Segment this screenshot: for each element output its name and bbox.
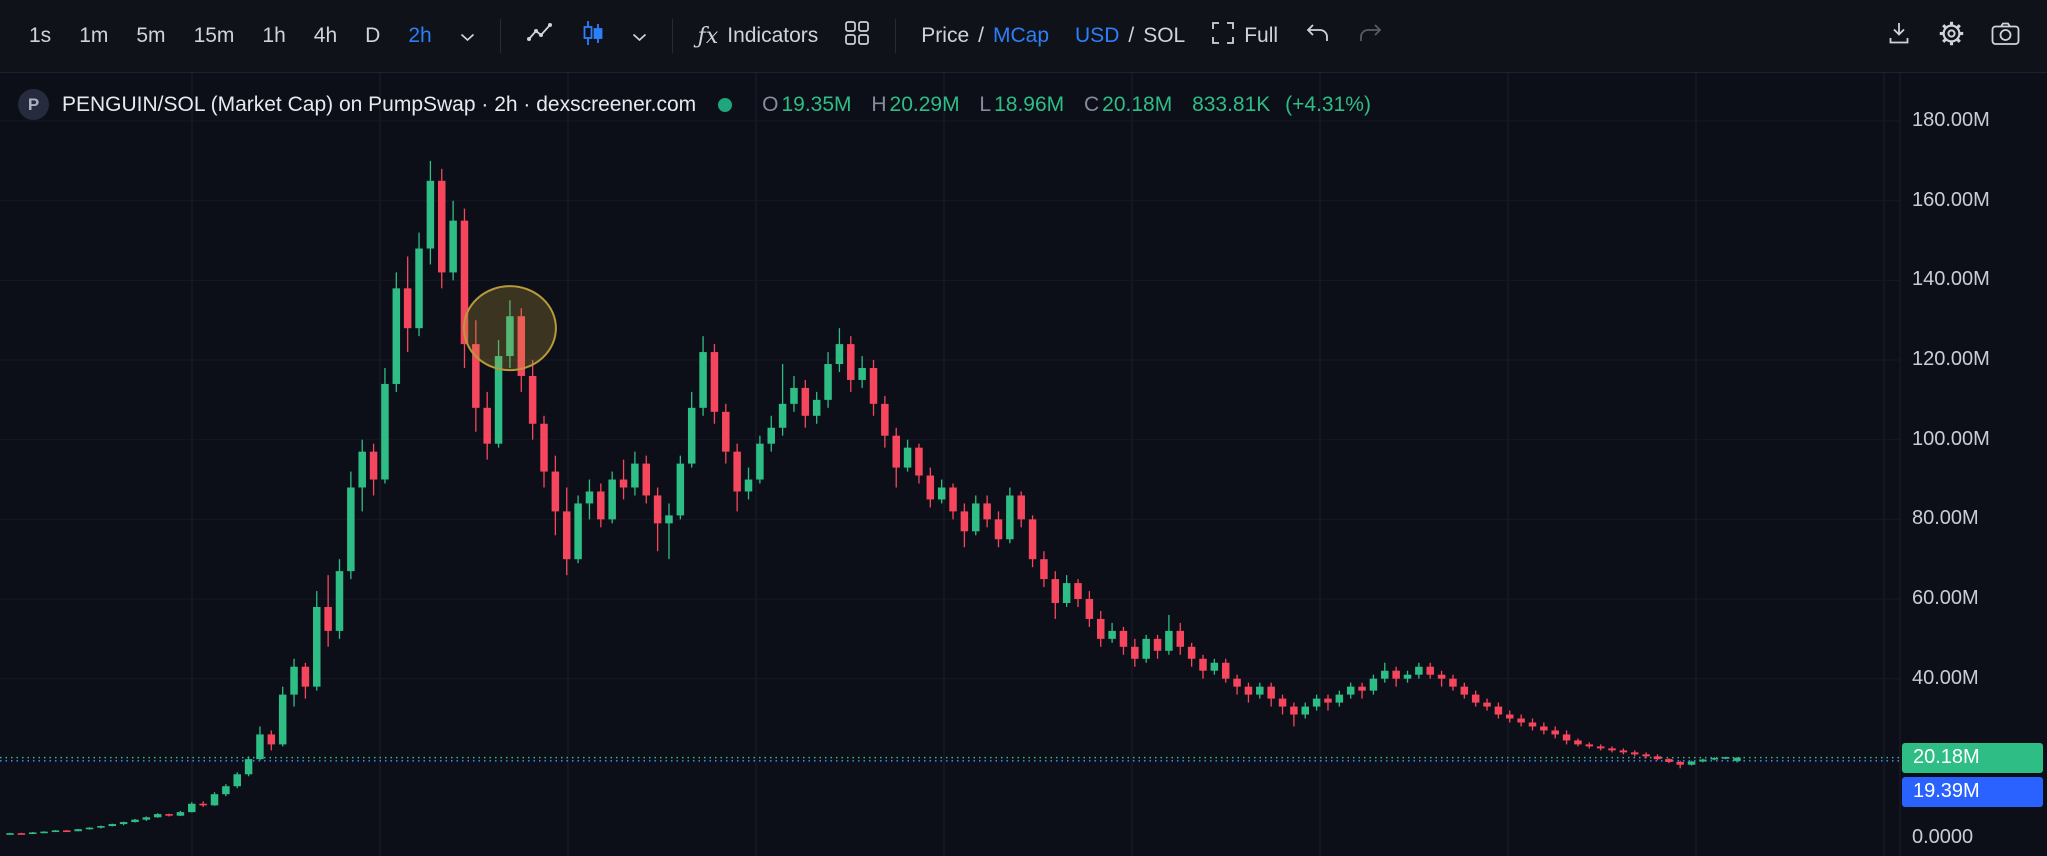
price-level-lines (0, 756, 1900, 762)
price-tick-label: 40.00M (1912, 666, 1979, 689)
highlight-circle-annotation (462, 285, 557, 372)
close-value: 20.18M (1102, 92, 1173, 116)
indicators-label: Indicators (727, 24, 819, 47)
screenshot-button[interactable] (1980, 13, 2031, 60)
chevron-down-icon (460, 24, 475, 48)
change-percent: (+4.31%) (1285, 92, 1371, 116)
chart-toolbar: 1s 1m 5m 15m 1h 4h D 2h (0, 0, 2047, 73)
chart-title: PENGUIN/SOL (Market Cap) on PumpSwap · 2… (62, 92, 697, 116)
low-value: 18.96M (994, 92, 1065, 116)
last-price-badge: 20.18M (1902, 742, 2043, 773)
fullscreen-button[interactable]: Full (1200, 13, 1289, 59)
line-chart-type-button[interactable] (515, 11, 565, 61)
price-mcap-toggle[interactable]: Price / MCap (910, 16, 1060, 56)
close-label: C (1084, 92, 1100, 116)
price-tick-label: 100.00M (1912, 427, 1990, 450)
sol-label: SOL (1143, 24, 1186, 47)
line-chart-icon (526, 19, 554, 53)
price-tick-label: 160.00M (1912, 188, 1990, 211)
timeframe-1s[interactable]: 1s (29, 24, 52, 47)
chart-type-dropdown-button[interactable] (621, 16, 658, 56)
redo-button[interactable] (1346, 14, 1395, 58)
price-tick-label: 0.0000 (1912, 826, 1974, 848)
timeframe-4h[interactable]: 4h (313, 24, 338, 47)
timeframe-5m[interactable]: 5m (136, 24, 166, 47)
undo-icon (1304, 22, 1331, 50)
timeframe-15m[interactable]: 15m (193, 24, 235, 47)
high-value: 20.29M (889, 92, 960, 116)
price-axis[interactable]: 20.18M 19.39M 180.00M 160.00M 140.00M 120.0… (1900, 73, 2047, 856)
toolbar-divider (671, 19, 673, 53)
high-label: H (871, 92, 887, 116)
timeframe-dropdown-button[interactable] (449, 16, 486, 56)
timeframe-D[interactable]: D (365, 24, 381, 47)
ohlc-readout: O 19.35M H 20.29M L 18.96M C 20.18M 833.81K … (748, 93, 1371, 117)
open-value: 19.35M (781, 92, 852, 116)
gear-icon (1938, 20, 1965, 53)
candle-chart-type-button[interactable] (569, 10, 617, 62)
chevron-down-icon (632, 24, 647, 48)
status-dot (718, 97, 733, 112)
candlestick-series (6, 160, 1741, 835)
settings-button[interactable] (1927, 12, 1976, 61)
fullscreen-label: Full (1244, 24, 1279, 47)
indicators-button[interactable]: ƒx Indicators (687, 16, 830, 57)
timeframe-group: 1s 1m 5m 15m 1h 4h D 2h (16, 16, 445, 56)
timeframe-1h[interactable]: 1h (262, 24, 286, 47)
redo-icon (1357, 22, 1384, 50)
price-tick-label: 120.00M (1912, 348, 1990, 371)
toolbar-divider (895, 19, 897, 53)
timeframe-2h[interactable]: 2h (408, 24, 432, 47)
price-tick-label: 140.00M (1912, 268, 1990, 291)
chart-header: P PENGUIN/SOL (Market Cap) on PumpSwap ·… (18, 89, 1371, 120)
low-label: L (979, 92, 992, 116)
price-label: Price (921, 24, 970, 47)
usd-label: USD (1075, 24, 1120, 47)
mcap-label: MCap (992, 24, 1050, 47)
usd-sol-toggle[interactable]: USD / SOL (1064, 16, 1196, 56)
fx-function-icon: ƒx (697, 23, 719, 49)
token-logo: P (18, 89, 49, 120)
fullscreen-icon (1211, 21, 1235, 51)
toolbar-divider (499, 19, 501, 53)
layout-grid-button[interactable] (833, 12, 881, 60)
undo-button[interactable] (1293, 14, 1342, 58)
timeframe-1m[interactable]: 1m (79, 24, 109, 47)
chart-canvas[interactable]: P PENGUIN/SOL (Market Cap) on PumpSwap ·… (0, 73, 2047, 856)
export-icon (1886, 20, 1912, 52)
slash-separator: / (978, 24, 984, 47)
volume-value: 833.81K (1192, 92, 1271, 116)
export-button[interactable] (1875, 12, 1923, 60)
open-label: O (762, 92, 779, 116)
camera-icon (1991, 21, 2020, 52)
grid-layout-icon (844, 20, 870, 52)
current-price-badge: 19.39M (1902, 776, 2043, 807)
price-tick-label: 80.00M (1912, 507, 1979, 530)
candlestick-chart-icon (580, 18, 606, 54)
slash-separator: / (1128, 24, 1135, 47)
price-tick-label: 60.00M (1912, 587, 1979, 610)
grid-lines (0, 73, 1901, 856)
price-tick-label: 180.00M (1912, 109, 1990, 132)
